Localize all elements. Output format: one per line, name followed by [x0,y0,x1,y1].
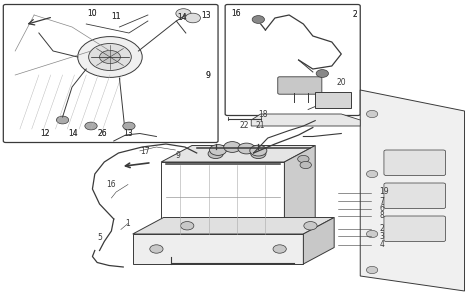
FancyBboxPatch shape [384,216,446,242]
Text: 5: 5 [97,232,102,242]
Text: 10: 10 [88,9,97,18]
Text: 7: 7 [379,196,384,206]
Polygon shape [251,114,360,126]
Text: 14: 14 [178,14,187,22]
Polygon shape [133,234,303,264]
Text: 18: 18 [258,110,268,119]
Circle shape [304,221,317,230]
FancyBboxPatch shape [225,4,360,116]
Circle shape [123,122,135,130]
Circle shape [85,122,97,130]
Text: 12: 12 [40,129,50,138]
Text: 11: 11 [111,12,121,21]
Circle shape [366,110,378,118]
Text: 17: 17 [140,147,149,156]
Circle shape [150,245,163,253]
Text: 14: 14 [69,129,78,138]
Text: 16: 16 [107,180,116,189]
Circle shape [181,221,194,230]
Circle shape [366,230,378,238]
Circle shape [224,142,241,152]
Text: 6: 6 [379,204,384,213]
Text: 13: 13 [201,11,211,20]
Polygon shape [161,162,284,240]
Text: 10: 10 [88,9,97,18]
Text: 11: 11 [111,12,121,21]
Text: 14: 14 [69,129,78,138]
Text: 9: 9 [175,151,180,160]
FancyBboxPatch shape [3,4,218,142]
Text: 26: 26 [97,129,107,138]
FancyBboxPatch shape [278,77,322,94]
Circle shape [100,50,120,64]
Text: 3: 3 [379,232,384,241]
FancyBboxPatch shape [384,150,446,176]
Text: 14: 14 [178,14,187,22]
FancyBboxPatch shape [315,92,351,108]
Text: 1: 1 [126,219,130,228]
FancyBboxPatch shape [384,183,446,208]
Circle shape [251,149,266,158]
Text: 13: 13 [123,129,133,138]
Text: 2: 2 [352,10,357,19]
Text: 8: 8 [379,212,384,220]
Polygon shape [133,218,334,234]
Polygon shape [303,218,334,264]
Text: 19: 19 [379,188,389,196]
Text: 26: 26 [97,129,107,138]
Text: 22: 22 [239,122,249,130]
Circle shape [300,161,311,169]
Circle shape [208,149,223,158]
Text: 16: 16 [231,9,241,18]
Text: 16: 16 [231,9,241,18]
Circle shape [316,70,328,77]
Text: 4: 4 [379,240,384,249]
Circle shape [210,145,227,155]
Text: 2: 2 [352,10,357,19]
Circle shape [298,155,309,163]
Text: 9: 9 [205,70,210,80]
Circle shape [176,9,191,18]
Polygon shape [161,146,315,162]
Circle shape [185,13,201,23]
Text: 20: 20 [337,78,346,87]
Circle shape [238,143,255,154]
Circle shape [252,16,264,23]
Text: 9: 9 [205,70,210,80]
Text: 12: 12 [40,129,50,138]
Circle shape [78,37,142,77]
Text: 13: 13 [201,11,211,20]
Circle shape [366,170,378,178]
Text: 21: 21 [255,122,264,130]
Circle shape [56,116,69,124]
Circle shape [89,44,131,70]
Text: 2: 2 [379,224,384,233]
Circle shape [250,145,267,156]
Polygon shape [360,90,465,291]
Circle shape [273,245,286,253]
Circle shape [366,266,378,274]
Polygon shape [284,146,315,240]
Text: 13: 13 [123,129,133,138]
